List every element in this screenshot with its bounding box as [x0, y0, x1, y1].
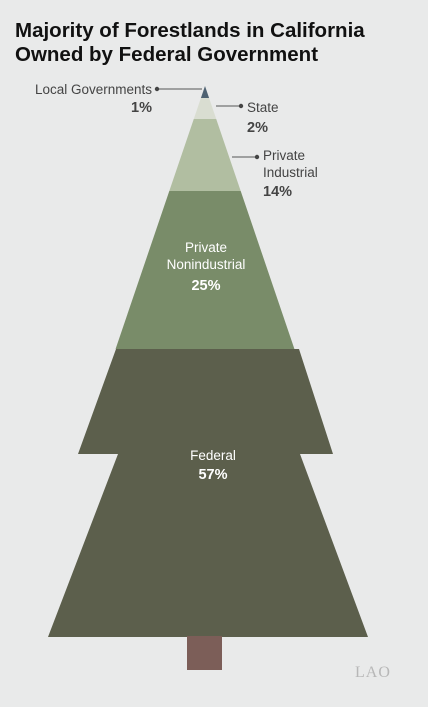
- leader-dot-local-governments: [154, 86, 160, 92]
- leader-dot-private-industrial: [254, 154, 260, 160]
- tree-trunk: [187, 636, 222, 670]
- series-label-federal: Federal: [190, 448, 236, 463]
- segment-state: [193, 98, 217, 119]
- series-label-state: State: [247, 100, 279, 115]
- segment-private-industrial: [169, 119, 241, 191]
- chart-title: Majority of Forestlands in California Ow…: [15, 19, 415, 67]
- chart-title-line-2: Owned by Federal Government: [15, 43, 319, 66]
- series-label-local-governments: Local Governments: [35, 82, 152, 97]
- value-label-state: 2%: [247, 120, 268, 136]
- segment-private-nonindustrial: [115, 191, 295, 349]
- value-label-private-industrial: 14%: [263, 184, 292, 200]
- segment-local-governments: [200, 86, 210, 98]
- value-label-federal: 57%: [198, 467, 227, 483]
- series-label-private-industrial: Private Industrial: [263, 148, 318, 180]
- value-label-private-nonindustrial: 25%: [191, 278, 220, 294]
- series-label-private-nonindustrial: Private Nonindustrial: [167, 240, 246, 272]
- value-label-local-governments: 1%: [131, 100, 152, 116]
- leader-dot-state: [238, 103, 244, 109]
- chart-title-line-1: Majority of Forestlands in California: [15, 19, 365, 42]
- segment-federal: [48, 349, 368, 637]
- lao-logo: LAO: [355, 664, 391, 681]
